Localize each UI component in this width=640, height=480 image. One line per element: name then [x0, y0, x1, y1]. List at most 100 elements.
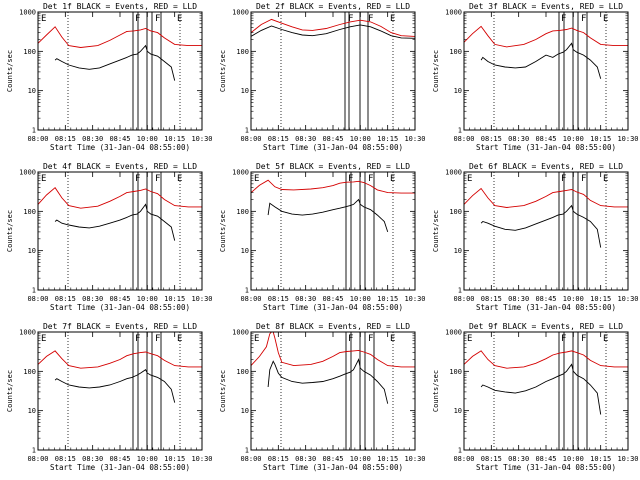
panel-title: Det 6f BLACK = Events, RED = LLD — [469, 162, 623, 171]
x-tick-label: 08:30 — [82, 455, 103, 463]
x-tick-label: 10:30 — [191, 455, 212, 463]
x-tick-label: 10:30 — [404, 135, 425, 143]
y-tick-label: 100 — [23, 208, 36, 216]
panel-title: Det 7f BLACK = Events, RED = LLD — [43, 322, 197, 331]
x-tick-label: 10:15 — [590, 455, 611, 463]
detector-panel: Det 1f BLACK = Events, RED = LLD 1 10 100 10… — [6, 2, 213, 152]
interval-flag: F — [155, 14, 160, 24]
x-tick-label: 10:00 — [563, 135, 584, 143]
x-axis-label: Start Time (31-Jan-04 08:55:00) — [263, 143, 403, 152]
y-tick-label: 100 — [236, 368, 249, 376]
x-tick-label: 08:15 — [55, 295, 76, 303]
lld-series-line — [463, 25, 628, 48]
x-tick-label: 10:15 — [164, 135, 185, 143]
x-tick-label: 08:30 — [508, 135, 529, 143]
detector-panel: Det 4f BLACK = Events, RED = LLD 1 10 100 10… — [6, 162, 213, 312]
x-axis-label: Start Time (31-Jan-04 08:55:00) — [476, 303, 616, 312]
y-tick-label: 1000 — [232, 169, 249, 177]
y-tick-label: 1000 — [445, 169, 462, 177]
detector-panel: Det 6f BLACK = Events, RED = LLD 1 10 100 10… — [432, 162, 639, 312]
x-tick-label: 08:15 — [268, 455, 289, 463]
x-tick-label: 10:15 — [590, 295, 611, 303]
plot-frame — [37, 331, 203, 451]
x-tick-label: 08:00 — [240, 295, 261, 303]
interval-flag: F — [581, 334, 586, 344]
interval-flag: E — [390, 14, 395, 24]
y-tick-label: 10 — [454, 247, 462, 255]
y-tick-label: 10 — [28, 87, 36, 95]
interval-flag: E — [603, 334, 608, 344]
y-tick-label: 100 — [449, 208, 462, 216]
x-tick-label: 08:45 — [109, 455, 130, 463]
y-tick-label: 1000 — [445, 329, 462, 337]
detector-panel: Det 8f BLACK = Events, RED = LLD 1 10 100 10… — [219, 322, 426, 472]
x-tick-label: 10:00 — [563, 455, 584, 463]
interval-flag: E — [390, 174, 395, 184]
x-tick-label: 10:30 — [617, 295, 638, 303]
detector-panel: Det 2f BLACK = Events, RED = LLD 1 10 100 10… — [219, 2, 426, 152]
x-tick-label: 08:00 — [27, 295, 48, 303]
y-axis-label: Counts/sec — [432, 370, 440, 412]
x-tick-label: 10:15 — [377, 295, 398, 303]
y-tick-label: 10 — [28, 247, 36, 255]
y-axis-label: Counts/sec — [219, 50, 227, 92]
x-tick-label: 08:00 — [453, 455, 474, 463]
lld-series-line — [463, 350, 628, 369]
x-tick-label: 10:30 — [617, 455, 638, 463]
y-tick-label: 1000 — [19, 9, 36, 17]
detector-panel: Det 9f BLACK = Events, RED = LLD 1 10 100 10… — [432, 322, 639, 472]
y-axis-label: Counts/sec — [432, 210, 440, 252]
interval-flag: E — [390, 334, 395, 344]
y-tick-label: 1 — [245, 127, 249, 135]
x-tick-label: 08:45 — [322, 135, 343, 143]
plot-frame — [250, 331, 416, 451]
y-tick-label: 1 — [32, 447, 36, 455]
detector-panel: Det 5f BLACK = Events, RED = LLD 1 10 100 10… — [219, 162, 426, 312]
y-tick-label: 100 — [236, 48, 249, 56]
lld-series-line — [250, 331, 415, 368]
y-axis-label: Counts/sec — [432, 50, 440, 92]
x-tick-label: 08:30 — [82, 135, 103, 143]
events-series-line — [250, 24, 416, 39]
interval-flag: F — [135, 334, 140, 344]
x-tick-label: 08:45 — [109, 135, 130, 143]
lld-series-line — [37, 26, 202, 48]
x-tick-label: 10:15 — [590, 135, 611, 143]
x-tick-label: 10:30 — [191, 135, 212, 143]
lld-series-line — [37, 187, 202, 209]
interval-flag: F — [581, 14, 586, 24]
panel-title: Det 5f BLACK = Events, RED = LLD — [256, 162, 410, 171]
x-tick-label: 08:30 — [508, 295, 529, 303]
lld-series-line — [250, 179, 415, 194]
y-tick-label: 100 — [449, 368, 462, 376]
x-tick-label: 08:45 — [535, 295, 556, 303]
lld-series-line — [37, 350, 202, 369]
x-tick-label: 10:00 — [137, 295, 158, 303]
y-tick-label: 10 — [28, 407, 36, 415]
x-tick-label: 08:45 — [535, 455, 556, 463]
x-tick-label: 10:00 — [350, 295, 371, 303]
interval-flag: F — [155, 174, 160, 184]
x-tick-label: 08:00 — [240, 135, 261, 143]
y-tick-label: 1 — [458, 287, 462, 295]
x-tick-label: 10:00 — [563, 295, 584, 303]
x-tick-label: 08:45 — [109, 295, 130, 303]
interval-flag: E — [41, 14, 46, 24]
x-tick-label: 08:15 — [481, 135, 502, 143]
y-tick-label: 10 — [454, 407, 462, 415]
x-tick-label: 08:00 — [453, 295, 474, 303]
interval-flag: F — [135, 174, 140, 184]
plot-frame — [250, 171, 416, 291]
x-tick-label: 08:15 — [268, 135, 289, 143]
x-tick-label: 08:15 — [55, 455, 76, 463]
events-series-line — [267, 358, 389, 404]
y-tick-label: 10 — [241, 247, 249, 255]
x-tick-label: 10:15 — [164, 295, 185, 303]
x-tick-label: 08:00 — [240, 455, 261, 463]
plot-frame — [37, 11, 203, 131]
interval-flag: F — [561, 14, 566, 24]
y-tick-label: 10 — [241, 87, 249, 95]
lld-series-line — [250, 18, 416, 37]
interval-flag: E — [467, 334, 472, 344]
x-axis-label: Start Time (31-Jan-04 08:55:00) — [263, 303, 403, 312]
